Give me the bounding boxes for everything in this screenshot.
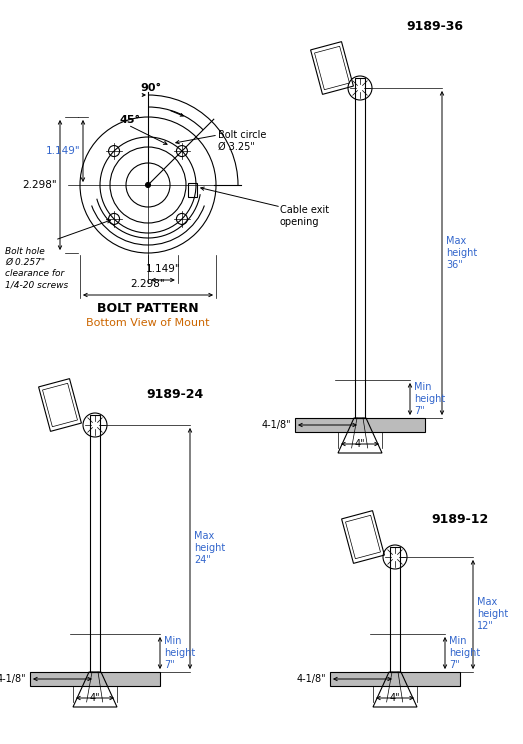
Text: 1.149": 1.149": [145, 264, 180, 274]
Text: 1.149": 1.149": [46, 146, 80, 156]
Text: 90°: 90°: [141, 83, 162, 93]
Text: Max
height
36": Max height 36": [446, 236, 477, 270]
Text: 9189-36: 9189-36: [406, 20, 463, 33]
Text: Max
height
24": Max height 24": [194, 530, 225, 565]
Text: Cable exit
opening: Cable exit opening: [280, 205, 329, 228]
Text: 9189-12: 9189-12: [431, 513, 488, 526]
Text: 4-1/8": 4-1/8": [297, 674, 326, 684]
Bar: [30, 672, 160, 686]
Bar: [90, 415, 100, 672]
Bar: [330, 672, 460, 686]
Text: 45°: 45°: [120, 115, 141, 125]
Text: 4": 4": [89, 693, 100, 703]
Bar: [355, 78, 365, 418]
Bar: [390, 547, 400, 672]
Text: Min
height
7": Min height 7": [449, 635, 480, 670]
Text: 9189-24: 9189-24: [146, 388, 203, 401]
Text: Bolt circle
Ø 3.25": Bolt circle Ø 3.25": [218, 130, 266, 152]
Text: 2.298": 2.298": [22, 180, 57, 190]
Text: Min
height
7": Min height 7": [164, 635, 195, 670]
Text: 4": 4": [355, 439, 365, 449]
Circle shape: [145, 182, 151, 187]
Text: Bolt hole
Ø 0.257"
clearance for
1/4-20 screws: Bolt hole Ø 0.257" clearance for 1/4-20 …: [5, 247, 68, 289]
Text: 4-1/8": 4-1/8": [0, 674, 26, 684]
Text: BOLT PATTERN: BOLT PATTERN: [97, 302, 199, 315]
Text: Max
height
12": Max height 12": [477, 597, 508, 632]
Text: 4-1/8": 4-1/8": [262, 420, 291, 430]
Text: 4": 4": [390, 693, 400, 703]
Bar: [188, 183, 197, 197]
Text: Bottom View of Mount: Bottom View of Mount: [86, 318, 210, 328]
Bar: [295, 418, 425, 432]
Text: 2.298": 2.298": [131, 279, 165, 289]
Text: Min
height
7": Min height 7": [414, 382, 445, 417]
